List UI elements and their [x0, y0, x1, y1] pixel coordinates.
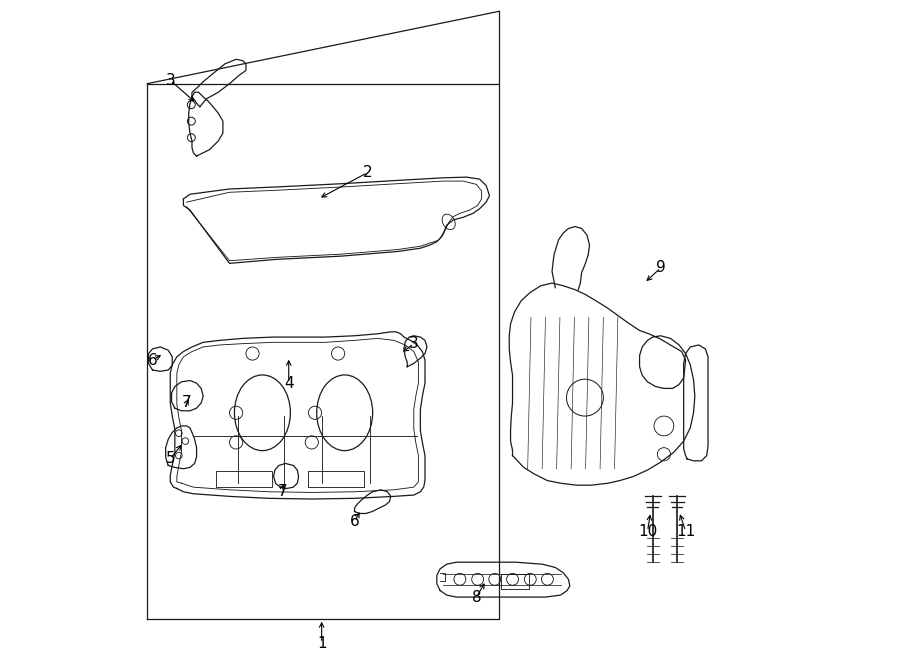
Text: 7: 7 — [277, 485, 287, 499]
Bar — [216, 471, 273, 487]
Text: 3: 3 — [409, 336, 419, 351]
Text: 5: 5 — [166, 451, 176, 467]
Text: 3: 3 — [166, 73, 176, 88]
Text: 8: 8 — [472, 590, 482, 605]
Text: 9: 9 — [656, 260, 665, 276]
Bar — [309, 471, 365, 487]
Text: 6: 6 — [148, 352, 157, 368]
Text: 7: 7 — [182, 395, 192, 410]
Text: 11: 11 — [676, 524, 696, 539]
Text: 2: 2 — [363, 165, 373, 180]
Text: 4: 4 — [284, 375, 293, 391]
Text: 10: 10 — [638, 524, 657, 539]
Bar — [501, 574, 529, 588]
Text: 6: 6 — [350, 514, 359, 529]
Text: 1: 1 — [317, 636, 327, 650]
